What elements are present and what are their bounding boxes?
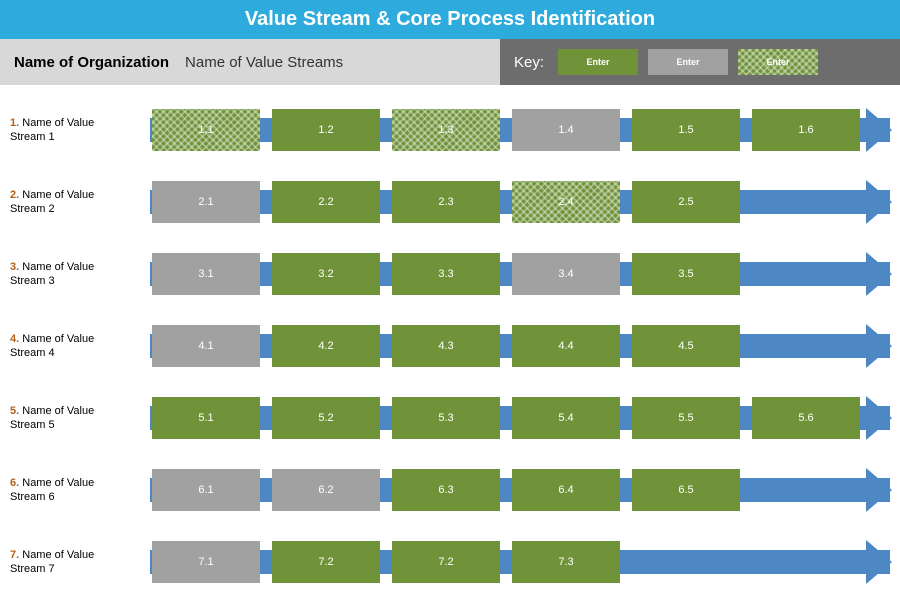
stream-row: 6. Name of Value Stream 6 6.1 6.2 6.3 6.4 6.5	[10, 461, 890, 519]
process-box[interactable]: 2.4	[512, 181, 620, 223]
stream-label: 2. Name of Value Stream 2	[10, 188, 140, 217]
process-box[interactable]: 4.2	[272, 325, 380, 367]
legend: Key: Enter Enter Enter	[500, 39, 900, 85]
stream-row: 2. Name of Value Stream 2 2.1 2.2 2.3 2.4 2.5	[10, 173, 890, 231]
process-box[interactable]: 6.5	[632, 469, 740, 511]
process-box[interactable]: 3.3	[392, 253, 500, 295]
process-box[interactable]: 3.2	[272, 253, 380, 295]
process-boxes: 2.1 2.2 2.3 2.4 2.5	[152, 181, 740, 223]
process-box[interactable]: 2.1	[152, 181, 260, 223]
stream-number: 3.	[10, 261, 19, 273]
process-boxes: 4.1 4.2 4.3 4.4 4.5	[152, 325, 740, 367]
process-box[interactable]: 2.3	[392, 181, 500, 223]
process-box[interactable]: 4.5	[632, 325, 740, 367]
page-title: Value Stream & Core Process Identificati…	[0, 0, 900, 39]
stream-label: 4. Name of Value Stream 4	[10, 332, 140, 361]
process-box[interactable]: 5.4	[512, 397, 620, 439]
stream-label: 5. Name of Value Stream 5	[10, 404, 140, 433]
process-box[interactable]: 1.2	[272, 109, 380, 151]
process-box[interactable]: 5.2	[272, 397, 380, 439]
arrow-head-icon	[866, 396, 892, 440]
stream-label: 1. Name of Value Stream 1	[10, 116, 140, 145]
stream-number: 1.	[10, 117, 19, 129]
process-box[interactable]: 1.6	[752, 109, 860, 151]
stream-name: Name of Value Stream 1	[10, 117, 94, 143]
stream-row: 4. Name of Value Stream 4 4.1 4.2 4.3 4.4 4.5	[10, 317, 890, 375]
process-boxes: 6.1 6.2 6.3 6.4 6.5	[152, 469, 740, 511]
process-box[interactable]: 2.5	[632, 181, 740, 223]
arrow-head-icon	[866, 180, 892, 224]
header-left: Name of Organization Name of Value Strea…	[0, 39, 500, 85]
process-boxes: 1.1 1.2 1.3 1.4 1.5 1.6	[152, 109, 860, 151]
stream-row: 3. Name of Value Stream 3 3.1 3.2 3.3 3.4 3.5	[10, 245, 890, 303]
stream-name: Name of Value Stream 4	[10, 333, 94, 359]
process-box[interactable]: 6.2	[272, 469, 380, 511]
process-box[interactable]: 7.2	[392, 541, 500, 583]
arrow-head-icon	[866, 540, 892, 584]
key-label: Key:	[514, 54, 544, 71]
stream-number: 2.	[10, 189, 19, 201]
stream-name: Name of Value Stream 6	[10, 477, 94, 503]
stream-name: Name of Value Stream 7	[10, 549, 94, 575]
legend-box-1: Enter	[648, 49, 728, 75]
process-box[interactable]: 4.4	[512, 325, 620, 367]
process-box[interactable]: 5.1	[152, 397, 260, 439]
process-box[interactable]: 2.2	[272, 181, 380, 223]
process-box[interactable]: 7.1	[152, 541, 260, 583]
stream-label: 6. Name of Value Stream 6	[10, 476, 140, 505]
process-box[interactable]: 4.1	[152, 325, 260, 367]
process-box[interactable]: 3.5	[632, 253, 740, 295]
process-boxes: 7.1 7.2 7.2 7.3	[152, 541, 620, 583]
stream-label: 3. Name of Value Stream 3	[10, 260, 140, 289]
stream-name: Name of Value Stream 5	[10, 405, 94, 431]
process-box[interactable]: 3.1	[152, 253, 260, 295]
arrow-head-icon	[866, 108, 892, 152]
process-boxes: 3.1 3.2 3.3 3.4 3.5	[152, 253, 740, 295]
process-box[interactable]: 1.3	[392, 109, 500, 151]
legend-box-2: Enter	[738, 49, 818, 75]
stream-row: 5. Name of Value Stream 55.15.25.35.45.5…	[10, 389, 890, 447]
process-box[interactable]: 5.5	[632, 397, 740, 439]
process-box[interactable]: 6.1	[152, 469, 260, 511]
stream-number: 5.	[10, 405, 19, 417]
arrow-head-icon	[866, 468, 892, 512]
process-box[interactable]: 1.4	[512, 109, 620, 151]
stream-number: 6.	[10, 477, 19, 489]
stream-name: Name of Value Stream 3	[10, 261, 94, 287]
process-box[interactable]: 3.4	[512, 253, 620, 295]
legend-box-0: Enter	[558, 49, 638, 75]
process-box[interactable]: 5.3	[392, 397, 500, 439]
process-box[interactable]: 1.5	[632, 109, 740, 151]
arrow-head-icon	[866, 324, 892, 368]
stream-name: Name of Value Stream 2	[10, 189, 94, 215]
stream-row: 1. Name of Value Stream 1 1.1 1.2 1.3 1.4 1.5…	[10, 101, 890, 159]
process-box[interactable]: 6.4	[512, 469, 620, 511]
value-streams-label: Name of Value Streams	[185, 54, 343, 71]
process-box[interactable]: 5.6	[752, 397, 860, 439]
stream-label: 7. Name of Value Stream 7	[10, 548, 140, 577]
stream-row: 7. Name of Value Stream 7 7.1 7.2 7.2 7.3	[10, 533, 890, 591]
stream-number: 7.	[10, 549, 19, 561]
process-box[interactable]: 1.1	[152, 109, 260, 151]
process-box[interactable]: 6.3	[392, 469, 500, 511]
process-boxes: 5.1 5.2 5.3 5.4 5.5 5.6	[152, 397, 860, 439]
process-box[interactable]: 7.3	[512, 541, 620, 583]
org-label: Name of Organization	[14, 54, 169, 71]
stream-number: 4.	[10, 333, 19, 345]
header-row: Name of Organization Name of Value Strea…	[0, 39, 900, 85]
process-box[interactable]: 4.3	[392, 325, 500, 367]
streams-container: 1. Name of Value Stream 11.11.21.31.41.5…	[0, 85, 900, 591]
arrow-head-icon	[866, 252, 892, 296]
process-box[interactable]: 7.2	[272, 541, 380, 583]
